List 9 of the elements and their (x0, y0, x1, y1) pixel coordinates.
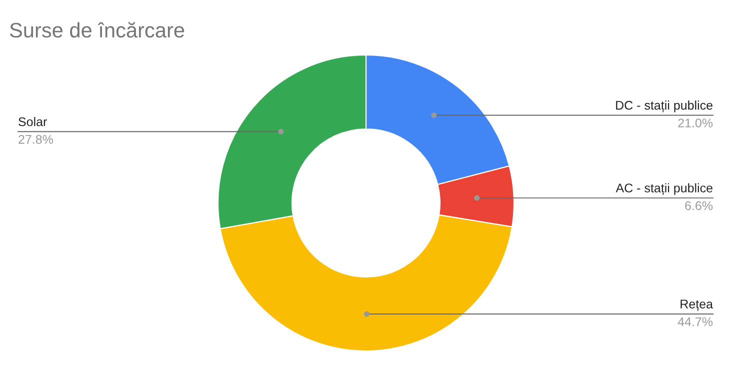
slice-label: AC - stații publice (616, 183, 712, 195)
data-label: 44.7% (678, 317, 713, 326)
data-label: 27.8% (18, 134, 53, 144)
data-label: 21.0% (678, 118, 713, 128)
chart-title: Surse de încărcare (10, 22, 184, 38)
slice-label: Solar (18, 116, 47, 126)
data-label: 6.6% (685, 201, 713, 210)
slice-label: DC - stații publice (616, 100, 712, 112)
slice-label: Rețea (680, 300, 713, 311)
